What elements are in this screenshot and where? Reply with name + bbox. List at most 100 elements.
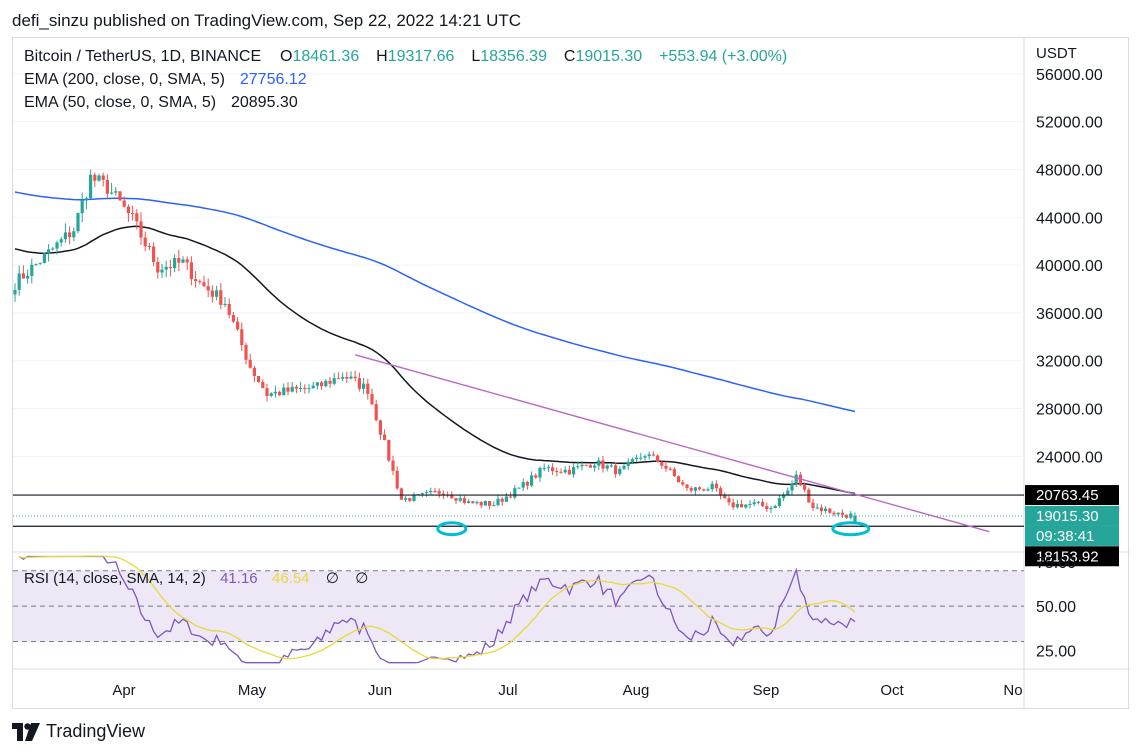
candle-194 [828, 507, 832, 514]
price-badge-bg-2 [1025, 525, 1119, 546]
candle-17 [84, 196, 88, 210]
candle-81 [353, 370, 357, 382]
candle-body-41 [185, 259, 189, 263]
candle-body-49 [219, 290, 223, 305]
candle-body-194 [828, 508, 832, 513]
legend-ema50-value: 20895.30 [230, 94, 298, 111]
rsi-legend[interactable]: RSI (14, close, SMA, 14, 2) 41.16 46.54 … [24, 569, 368, 587]
candle-body-21 [101, 175, 105, 180]
candle-179 [765, 502, 769, 512]
candle-70 [307, 383, 311, 394]
candle-body-100 [433, 490, 437, 492]
candle-body-37 [168, 266, 172, 269]
candle-61 [269, 392, 273, 398]
descending-trendline [355, 354, 990, 533]
candle-body-77 [336, 378, 340, 380]
candle-body-135 [580, 464, 584, 467]
candle-10 [55, 240, 59, 255]
footer-brand[interactable]: TradingView [12, 721, 145, 742]
candle-body-104 [450, 494, 454, 499]
candle-58 [257, 375, 261, 383]
candle-109 [471, 500, 475, 504]
candle-143 [614, 462, 618, 478]
legend-ema50-row[interactable]: EMA (50, close, 0, SMA, 5) 20895.30 [24, 94, 298, 112]
candle-body-113 [488, 501, 492, 506]
candle-140 [601, 456, 605, 473]
ema200-path [14, 191, 856, 413]
candle-95 [412, 492, 416, 502]
rsi-legend-value2: 46.54 [271, 570, 310, 587]
candle-133 [572, 462, 576, 478]
legend-symbol[interactable]: Bitcoin / TetherUS, 1D, BINANCE [24, 48, 262, 65]
candle-body-160 [685, 484, 689, 489]
candle-180 [769, 505, 773, 514]
rsi-tick-2: 25.00 [1036, 643, 1076, 660]
candle-body-5 [34, 263, 38, 265]
price-badge-text-3: 18153.92 [1036, 548, 1099, 565]
candle-154 [660, 460, 664, 469]
candle-67 [294, 384, 298, 394]
candle-21 [101, 172, 105, 187]
candle-152 [651, 451, 655, 457]
candle-body-165 [706, 489, 710, 491]
candle-body-66 [290, 386, 294, 392]
candle-body-131 [563, 469, 567, 473]
chart-frame[interactable] [12, 37, 1129, 709]
price-badge-bg-3 [1025, 546, 1119, 567]
ema200-line [14, 191, 856, 413]
candle-body-144 [618, 468, 622, 475]
candle-198 [845, 514, 849, 520]
tradingview-logo-icon [12, 722, 40, 741]
candle-body-187 [798, 474, 802, 486]
candle-69 [303, 384, 307, 394]
candle-body-197 [840, 512, 844, 515]
candle-130 [559, 468, 563, 474]
candle-37 [168, 259, 172, 277]
candle-124 [534, 473, 538, 480]
legend-ema50-label: EMA (50, close, 0, SMA, 5) [24, 94, 217, 111]
candle-18 [89, 169, 93, 200]
candle-body-58 [257, 375, 261, 382]
candle-75 [328, 376, 332, 388]
publisher-line: defi_sinzu published on TradingView.com,… [12, 11, 522, 30]
time-label-3: Jul [498, 682, 517, 699]
candle-body-74 [324, 380, 328, 387]
candle-170 [727, 495, 731, 506]
candle-82 [357, 372, 361, 392]
candle-body-126 [542, 467, 546, 469]
candle-body-130 [559, 471, 563, 473]
candle-132 [567, 465, 571, 476]
candle-body-147 [630, 459, 634, 462]
candle-175 [748, 500, 752, 509]
trendline [355, 354, 990, 533]
candle-body-25 [118, 191, 122, 201]
candle-body-175 [748, 503, 752, 505]
candle-22 [105, 174, 109, 199]
candle-173 [740, 499, 744, 508]
candle-body-94 [408, 498, 412, 501]
candle-166 [710, 480, 714, 492]
candle-66 [290, 381, 294, 393]
candle-167 [714, 480, 718, 492]
legend-ema200-row[interactable]: EMA (200, close, 0, SMA, 5) 27756.12 [24, 71, 307, 89]
candle-body-129 [555, 471, 559, 473]
candle-body-54 [240, 329, 244, 346]
candle-body-99 [429, 490, 433, 493]
time-label-6: Oct [880, 682, 904, 699]
candle-80 [349, 371, 353, 380]
legend-h-value: 19317.66 [387, 48, 455, 65]
rsi-legend-value1: 41.16 [220, 570, 258, 587]
price-badge-bg-1 [1025, 505, 1119, 526]
candle-body-59 [261, 381, 265, 389]
price-tick-4: 40000.00 [1036, 258, 1103, 275]
candle-body-9 [51, 248, 55, 250]
candle-body-75 [328, 380, 332, 384]
ema50-path [14, 225, 856, 495]
candle-body-14 [72, 231, 76, 238]
rsi-tick-1: 50.00 [1036, 599, 1076, 616]
candle-body-34 [156, 261, 160, 273]
rsi-tick-0: 75.00 [1036, 555, 1076, 572]
candle-body-83 [362, 383, 366, 389]
candle-174 [744, 504, 748, 509]
